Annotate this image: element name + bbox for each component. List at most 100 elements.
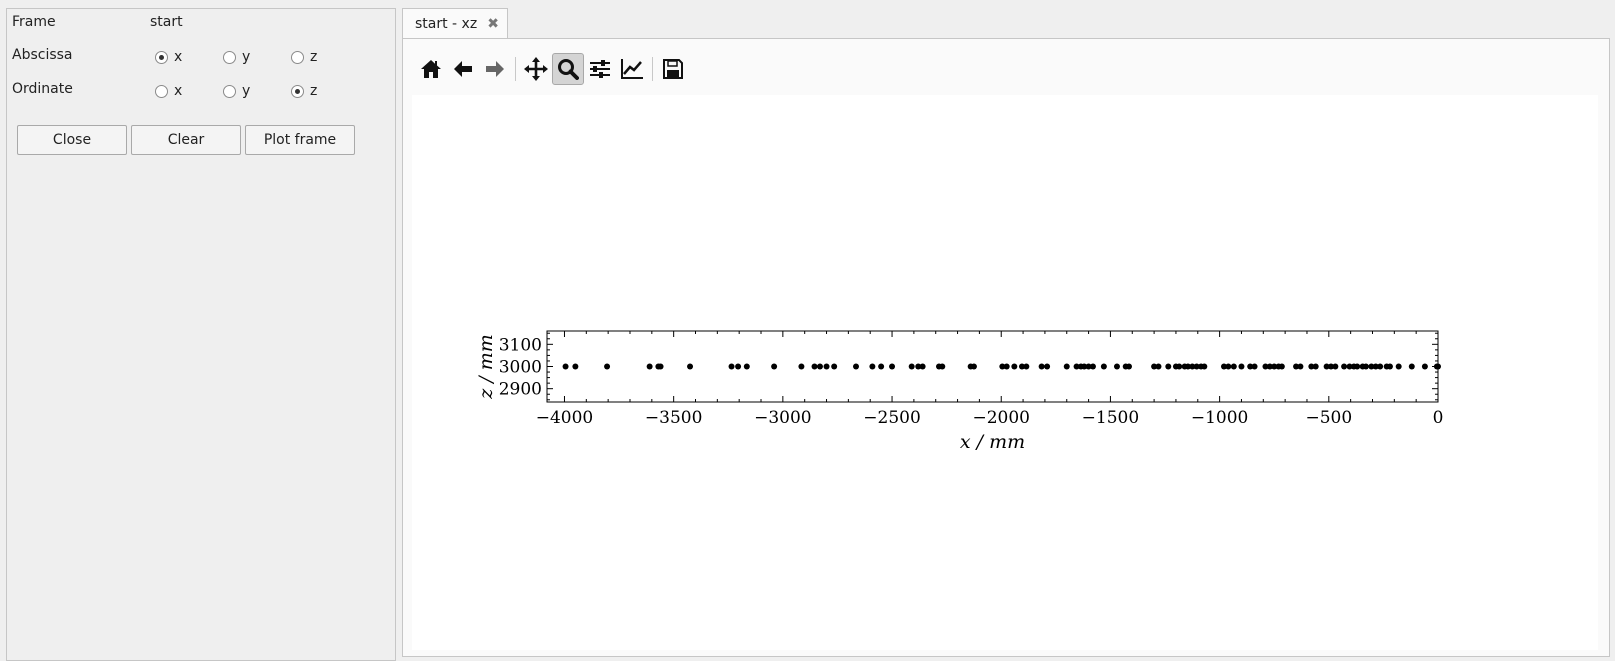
data-point bbox=[1395, 363, 1402, 370]
data-point bbox=[1176, 363, 1183, 370]
plot-control-panel: Frame start Abscissa x y z Ordinate x y … bbox=[6, 8, 396, 661]
data-point bbox=[939, 363, 946, 370]
data-point bbox=[878, 363, 885, 370]
plot-frame-button[interactable]: Plot frame bbox=[245, 125, 355, 155]
save-icon[interactable] bbox=[657, 53, 689, 85]
home-icon[interactable] bbox=[415, 53, 447, 85]
data-point bbox=[743, 363, 750, 370]
x-tick-label: −1000 bbox=[1191, 408, 1249, 428]
data-point bbox=[1297, 363, 1304, 370]
data-point bbox=[728, 363, 735, 370]
radio-circle[interactable] bbox=[223, 50, 236, 64]
data-point bbox=[1189, 363, 1196, 370]
data-point bbox=[1220, 363, 1227, 370]
data-point bbox=[1113, 363, 1120, 370]
data-point bbox=[735, 363, 742, 370]
x-axis-label: x / mm bbox=[960, 431, 1025, 453]
zoom-icon[interactable] bbox=[552, 53, 584, 85]
forward-arrow-icon[interactable] bbox=[479, 53, 511, 85]
data-point bbox=[1230, 363, 1237, 370]
subplot-settings-icon[interactable] bbox=[584, 53, 616, 85]
data-point bbox=[811, 363, 818, 370]
x-tick-label: −3500 bbox=[645, 408, 703, 428]
frame-label: Frame bbox=[12, 14, 56, 30]
x-tick-label: −500 bbox=[1305, 408, 1352, 428]
data-point bbox=[572, 363, 579, 370]
radio-label: z bbox=[310, 49, 318, 65]
data-point bbox=[687, 363, 694, 370]
pan-icon[interactable] bbox=[520, 53, 552, 85]
radio-label: x bbox=[174, 83, 183, 99]
radio-circle[interactable] bbox=[155, 50, 168, 64]
abscissa-radio-x[interactable]: x bbox=[155, 49, 182, 65]
radio-circle[interactable] bbox=[223, 84, 236, 98]
data-point bbox=[657, 363, 664, 370]
data-point bbox=[1085, 363, 1092, 370]
navigation-toolbar bbox=[415, 53, 689, 85]
data-point bbox=[1332, 363, 1339, 370]
clear-button[interactable]: Clear bbox=[131, 125, 241, 155]
data-point bbox=[1354, 363, 1361, 370]
data-point bbox=[1262, 363, 1269, 370]
ordinate-radio-z[interactable]: z bbox=[291, 83, 317, 99]
x-tick-label: −3000 bbox=[754, 408, 812, 428]
data-point bbox=[771, 363, 778, 370]
abscissa-label: Abscissa bbox=[12, 47, 73, 63]
tab-start-xz[interactable]: start - xz ✖ bbox=[402, 8, 508, 39]
ordinate-radio-x[interactable]: x bbox=[155, 83, 182, 99]
axes-edit-icon[interactable] bbox=[616, 53, 648, 85]
data-point bbox=[1063, 363, 1070, 370]
data-point bbox=[1089, 363, 1096, 370]
data-point bbox=[646, 363, 653, 370]
data-point bbox=[1377, 363, 1384, 370]
x-tick-label: −2000 bbox=[972, 408, 1030, 428]
data-point bbox=[1155, 363, 1162, 370]
data-point bbox=[1003, 363, 1010, 370]
data-point bbox=[869, 363, 876, 370]
axes-frame bbox=[546, 330, 1439, 403]
data-point bbox=[1038, 363, 1045, 370]
data-point bbox=[1271, 363, 1278, 370]
radio-circle[interactable] bbox=[291, 50, 304, 64]
plot-tab-content: −4000 −3500 −3000 −2500 −2000 −1500 −1000 −500 0… bbox=[402, 38, 1610, 657]
data-point bbox=[1011, 363, 1018, 370]
data-point bbox=[853, 363, 860, 370]
data-point bbox=[798, 363, 805, 370]
data-point bbox=[562, 363, 569, 370]
data-point bbox=[915, 363, 922, 370]
data-point bbox=[1327, 363, 1334, 370]
data-point bbox=[1018, 363, 1025, 370]
radio-label: z bbox=[310, 83, 318, 99]
data-point bbox=[1165, 363, 1172, 370]
x-tick-label: 0 bbox=[1433, 408, 1444, 428]
tab-bar: start - xz ✖ bbox=[402, 8, 1615, 39]
abscissa-radio-z[interactable]: z bbox=[291, 49, 317, 65]
data-point bbox=[1238, 363, 1245, 370]
plot-canvas[interactable]: −4000 −3500 −3000 −2500 −2000 −1500 −1000 −500 0… bbox=[412, 95, 1598, 650]
data-point bbox=[831, 363, 838, 370]
toolbar-separator bbox=[652, 57, 653, 81]
close-button[interactable]: Close bbox=[17, 125, 127, 155]
data-point bbox=[1346, 363, 1353, 370]
data-point bbox=[1386, 363, 1393, 370]
radio-circle[interactable] bbox=[155, 84, 168, 98]
data-point bbox=[816, 363, 823, 370]
data-point bbox=[604, 363, 611, 370]
data-point bbox=[970, 363, 977, 370]
data-point bbox=[1073, 363, 1080, 370]
axis-ticks: −4000 −3500 −3000 −2500 −2000 −1500 −1000 −500 0… bbox=[499, 331, 1444, 428]
data-point bbox=[1125, 363, 1132, 370]
radio-circle[interactable] bbox=[291, 84, 304, 98]
data-point bbox=[1044, 363, 1051, 370]
data-point bbox=[1368, 363, 1375, 370]
abscissa-radio-y[interactable]: y bbox=[223, 49, 250, 65]
data-point bbox=[908, 363, 915, 370]
y-axis-label: z / mm bbox=[475, 334, 497, 400]
data-point bbox=[1266, 363, 1273, 370]
data-point bbox=[1151, 363, 1158, 370]
close-icon[interactable]: ✖ bbox=[487, 16, 499, 32]
back-arrow-icon[interactable] bbox=[447, 53, 479, 85]
data-point bbox=[1278, 363, 1285, 370]
ordinate-radio-y[interactable]: y bbox=[223, 83, 250, 99]
